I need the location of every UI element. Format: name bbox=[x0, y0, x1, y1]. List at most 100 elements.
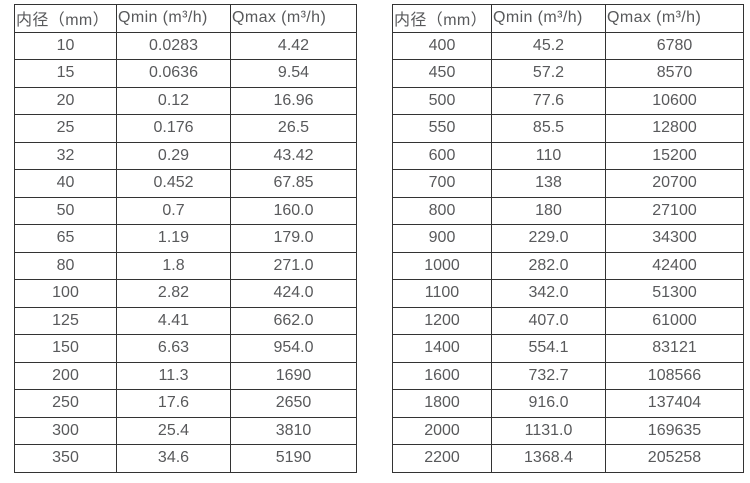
cell-qmax: 108566 bbox=[605, 361, 744, 390]
cell-qmin: 1.8 bbox=[116, 251, 231, 280]
cell-diameter: 1800 bbox=[392, 389, 492, 418]
header-row: 内径（mm） Qmin (m³/h) Qmax (m³/h) bbox=[14, 4, 357, 33]
col-header-qmin: Qmin (m³/h) bbox=[116, 4, 231, 33]
cell-qmax: 205258 bbox=[605, 444, 744, 473]
cell-qmin: 4.41 bbox=[116, 306, 231, 335]
cell-qmax: 20700 bbox=[605, 169, 744, 198]
cell-diameter: 10 bbox=[14, 31, 117, 60]
cell-qmin: 6.63 bbox=[116, 334, 231, 363]
col-header-diameter: 内径（mm） bbox=[392, 4, 492, 33]
cell-diameter: 25 bbox=[14, 114, 117, 143]
cell-diameter: 65 bbox=[14, 224, 117, 253]
table-row: 80 1.8 271.0 bbox=[14, 251, 357, 280]
cell-qmax: 137404 bbox=[605, 389, 744, 418]
cell-qmin: 45.2 bbox=[491, 31, 606, 60]
table-row: 20 0.12 16.96 bbox=[14, 86, 357, 115]
table-body: 10 0.0283 4.42 15 0.0636 9.54 20 0.12 16.96 25 0.1… bbox=[14, 31, 357, 473]
table-row: 1400 554.1 83121 bbox=[392, 334, 744, 363]
table-row: 10 0.0283 4.42 bbox=[14, 31, 357, 60]
cell-qmax: 61000 bbox=[605, 306, 744, 335]
table-row: 15 0.0636 9.54 bbox=[14, 59, 357, 88]
cell-diameter: 2000 bbox=[392, 416, 492, 445]
cell-diameter: 80 bbox=[14, 251, 117, 280]
cell-qmax: 83121 bbox=[605, 334, 744, 363]
cell-qmin: 0.29 bbox=[116, 141, 231, 170]
cell-qmin: 0.12 bbox=[116, 86, 231, 115]
cell-qmin: 342.0 bbox=[491, 279, 606, 308]
cell-diameter: 400 bbox=[392, 31, 492, 60]
cell-qmax: 51300 bbox=[605, 279, 744, 308]
cell-qmin: 554.1 bbox=[491, 334, 606, 363]
cell-qmax: 662.0 bbox=[230, 306, 357, 335]
cell-diameter: 250 bbox=[14, 389, 117, 418]
cell-qmax: 2650 bbox=[230, 389, 357, 418]
cell-diameter: 350 bbox=[14, 444, 117, 473]
table-row: 32 0.29 43.42 bbox=[14, 141, 357, 170]
cell-qmax: 1690 bbox=[230, 361, 357, 390]
flow-spec-table-left: 内径（mm） Qmin (m³/h) Qmax (m³/h) 10 0.0283 4… bbox=[14, 4, 357, 473]
table-row: 1000 282.0 42400 bbox=[392, 251, 744, 280]
cell-qmax: 34300 bbox=[605, 224, 744, 253]
cell-diameter: 300 bbox=[14, 416, 117, 445]
table-row: 550 85.5 12800 bbox=[392, 114, 744, 143]
cell-qmax: 6780 bbox=[605, 31, 744, 60]
table-row: 100 2.82 424.0 bbox=[14, 279, 357, 308]
cell-diameter: 700 bbox=[392, 169, 492, 198]
col-header-diameter: 内径（mm） bbox=[14, 4, 117, 33]
cell-diameter: 550 bbox=[392, 114, 492, 143]
cell-qmin: 1131.0 bbox=[491, 416, 606, 445]
cell-qmax: 26.5 bbox=[230, 114, 357, 143]
cell-qmin: 282.0 bbox=[491, 251, 606, 280]
cell-qmin: 85.5 bbox=[491, 114, 606, 143]
cell-qmax: 42400 bbox=[605, 251, 744, 280]
table-row: 25 0.176 26.5 bbox=[14, 114, 357, 143]
cell-qmin: 11.3 bbox=[116, 361, 231, 390]
table-row: 1600 732.7 108566 bbox=[392, 361, 744, 390]
table-row: 800 180 27100 bbox=[392, 196, 744, 225]
table-row: 1200 407.0 61000 bbox=[392, 306, 744, 335]
table-row: 400 45.2 6780 bbox=[392, 31, 744, 60]
cell-qmin: 180 bbox=[491, 196, 606, 225]
cell-diameter: 20 bbox=[14, 86, 117, 115]
cell-qmax: 9.54 bbox=[230, 59, 357, 88]
cell-qmin: 916.0 bbox=[491, 389, 606, 418]
cell-diameter: 1000 bbox=[392, 251, 492, 280]
cell-diameter: 600 bbox=[392, 141, 492, 170]
cell-qmax: 179.0 bbox=[230, 224, 357, 253]
cell-qmin: 0.0636 bbox=[116, 59, 231, 88]
table-row: 65 1.19 179.0 bbox=[14, 224, 357, 253]
cell-qmax: 424.0 bbox=[230, 279, 357, 308]
cell-qmax: 8570 bbox=[605, 59, 744, 88]
cell-qmax: 43.42 bbox=[230, 141, 357, 170]
cell-qmin: 138 bbox=[491, 169, 606, 198]
cell-qmax: 10600 bbox=[605, 86, 744, 115]
cell-diameter: 900 bbox=[392, 224, 492, 253]
table-row: 2000 1131.0 169635 bbox=[392, 416, 744, 445]
cell-qmin: 110 bbox=[491, 141, 606, 170]
cell-qmin: 17.6 bbox=[116, 389, 231, 418]
cell-diameter: 200 bbox=[14, 361, 117, 390]
cell-qmin: 25.4 bbox=[116, 416, 231, 445]
cell-qmin: 34.6 bbox=[116, 444, 231, 473]
header-row: 内径（mm） Qmin (m³/h) Qmax (m³/h) bbox=[392, 4, 744, 33]
col-header-qmax: Qmax (m³/h) bbox=[230, 4, 357, 33]
cell-diameter: 500 bbox=[392, 86, 492, 115]
cell-diameter: 50 bbox=[14, 196, 117, 225]
cell-qmin: 57.2 bbox=[491, 59, 606, 88]
col-header-qmax: Qmax (m³/h) bbox=[605, 4, 744, 33]
cell-qmax: 12800 bbox=[605, 114, 744, 143]
table-row: 200 11.3 1690 bbox=[14, 361, 357, 390]
cell-qmin: 0.176 bbox=[116, 114, 231, 143]
cell-diameter: 1200 bbox=[392, 306, 492, 335]
table-row: 350 34.6 5190 bbox=[14, 444, 357, 473]
cell-qmin: 77.6 bbox=[491, 86, 606, 115]
cell-qmax: 27100 bbox=[605, 196, 744, 225]
cell-qmin: 407.0 bbox=[491, 306, 606, 335]
cell-qmin: 0.7 bbox=[116, 196, 231, 225]
cell-qmin: 2.82 bbox=[116, 279, 231, 308]
table-row: 125 4.41 662.0 bbox=[14, 306, 357, 335]
table-row: 500 77.6 10600 bbox=[392, 86, 744, 115]
cell-diameter: 32 bbox=[14, 141, 117, 170]
cell-diameter: 1400 bbox=[392, 334, 492, 363]
